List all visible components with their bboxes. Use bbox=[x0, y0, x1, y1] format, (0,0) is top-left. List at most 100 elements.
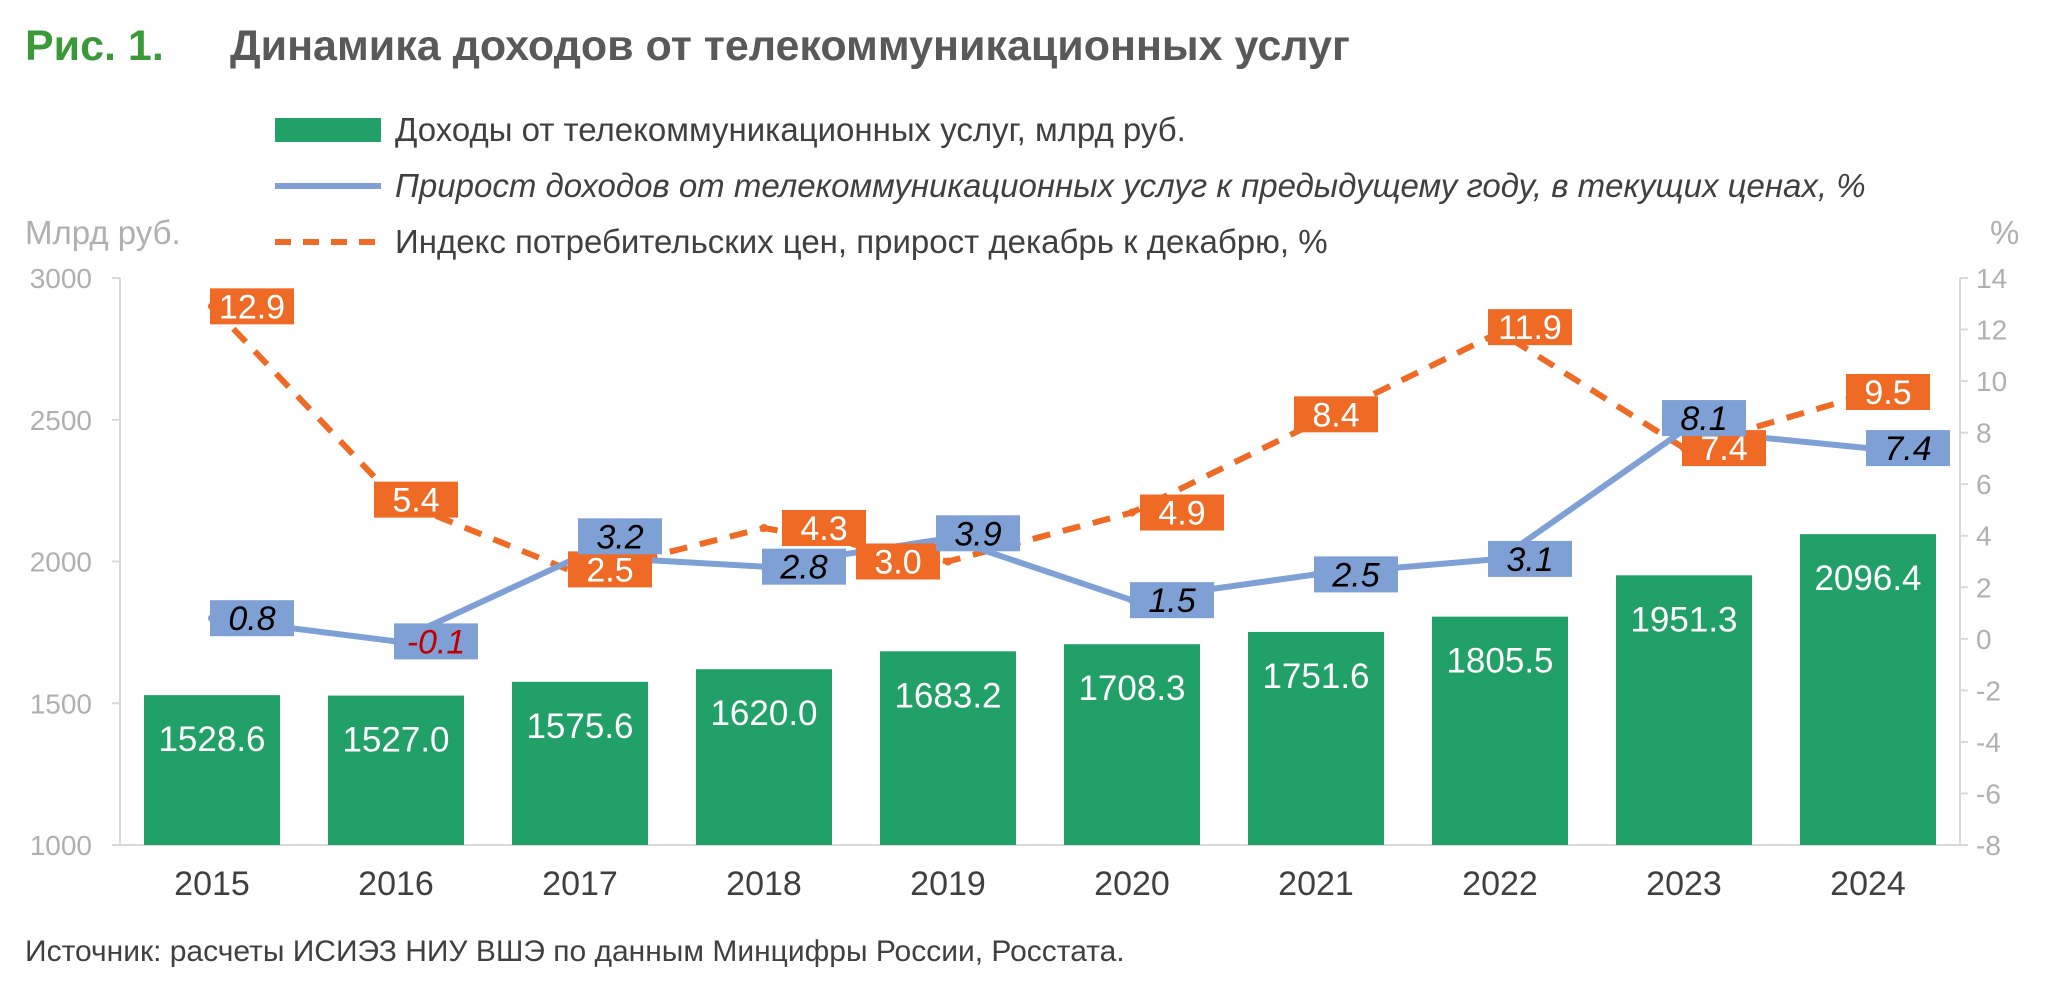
x-tick-label: 2019 bbox=[910, 865, 986, 903]
growth-label-box bbox=[936, 515, 1020, 552]
right-tick-label: -8 bbox=[1976, 830, 2001, 861]
revenue-bar-data-label: 1683.2 bbox=[894, 676, 1001, 715]
growth-data-label: 1.5 bbox=[1148, 582, 1195, 620]
x-tick-label: 2017 bbox=[542, 865, 618, 903]
cpi-point bbox=[1128, 508, 1136, 517]
cpi-line bbox=[209, 304, 1869, 578]
revenue-bar-data-label: 1751.6 bbox=[1262, 657, 1369, 696]
growth-data-label: 2.5 bbox=[1331, 556, 1379, 594]
revenue-bar bbox=[144, 695, 280, 845]
right-tick-label: -6 bbox=[1976, 778, 2001, 809]
right-axis-unit-label: % bbox=[1990, 214, 2020, 251]
cpi-label-box bbox=[782, 509, 866, 546]
legend-item-cpi: Индекс потребительских цен, прирост дека… bbox=[275, 220, 1328, 264]
revenue-bar bbox=[328, 695, 464, 845]
x-tick-label: 2024 bbox=[1830, 865, 1906, 903]
growth-label-box bbox=[1866, 430, 1950, 467]
legend-swatch-solid-line bbox=[275, 181, 381, 191]
x-tick-label: 2022 bbox=[1462, 865, 1538, 903]
right-tick-label: 10 bbox=[1976, 366, 2007, 397]
growth-label-box bbox=[1662, 400, 1746, 437]
right-tick-label: 4 bbox=[1976, 521, 1992, 552]
revenue-bar-data-label: 2096.4 bbox=[1814, 559, 1921, 598]
left-tick-label: 1500 bbox=[30, 688, 92, 719]
growth-label-box bbox=[210, 600, 294, 637]
revenue-bar bbox=[1800, 534, 1936, 845]
revenue-bar-data-label: 1951.3 bbox=[1630, 600, 1737, 639]
cpi-data-label: 12.9 bbox=[219, 288, 285, 326]
revenue-bar bbox=[512, 681, 648, 845]
cpi-label-box bbox=[374, 481, 458, 518]
cpi-data-label: 9.5 bbox=[1864, 374, 1911, 412]
right-tick-label: 8 bbox=[1976, 418, 1992, 449]
growth-label-box bbox=[1314, 556, 1398, 593]
cpi-label-box bbox=[1846, 373, 1930, 410]
x-tick-label: 2016 bbox=[358, 865, 434, 903]
cpi-label-box bbox=[1140, 494, 1224, 531]
growth-label-box bbox=[762, 548, 846, 585]
right-tick-label: -4 bbox=[1976, 727, 2001, 758]
cpi-label-box bbox=[568, 551, 652, 588]
growth-label-box bbox=[1488, 540, 1572, 577]
cpi-point bbox=[760, 523, 768, 532]
figure-number: Рис. 1. bbox=[25, 22, 164, 70]
revenue-bar bbox=[1616, 575, 1752, 845]
revenue-bar bbox=[696, 669, 832, 845]
cpi-data-label: 11.9 bbox=[1498, 309, 1562, 347]
growth-line bbox=[211, 427, 1869, 645]
cpi-label-box bbox=[210, 288, 294, 325]
growth-label-box bbox=[1130, 582, 1214, 619]
x-tick-label: 2015 bbox=[174, 865, 250, 903]
left-tick-label: 2000 bbox=[30, 547, 92, 578]
growth-data-label: 2.8 bbox=[779, 549, 827, 587]
legend-swatch-dashed-line bbox=[275, 237, 381, 247]
growth-label-box bbox=[578, 518, 662, 555]
cpi-label-box bbox=[1682, 430, 1766, 467]
cpi-point bbox=[944, 557, 952, 566]
right-tick-label: 0 bbox=[1976, 624, 1992, 655]
growth-data-label: 3.2 bbox=[596, 518, 643, 556]
revenue-bar bbox=[880, 651, 1016, 845]
revenue-bar-data-label: 1708.3 bbox=[1078, 669, 1185, 708]
left-tick-label: 1000 bbox=[30, 830, 92, 861]
legend-item-revenue: Доходы от телекоммуникационных услуг, мл… bbox=[275, 108, 1186, 152]
cpi-label-box bbox=[856, 543, 940, 580]
left-axis-unit-label: Млрд руб. bbox=[25, 214, 181, 251]
cpi-label-box bbox=[1488, 309, 1572, 346]
revenue-bar bbox=[1248, 631, 1384, 845]
x-tick-label: 2020 bbox=[1094, 865, 1170, 903]
growth-label-box bbox=[394, 623, 478, 660]
right-tick-label: 2 bbox=[1976, 572, 1992, 603]
right-tick-label: -2 bbox=[1976, 675, 2001, 706]
growth-data-label: 7.4 bbox=[1884, 430, 1931, 468]
growth-data-label: 3.9 bbox=[954, 515, 1001, 553]
cpi-data-label: 2.5 bbox=[586, 551, 633, 589]
right-tick-label: 14 bbox=[1976, 263, 2007, 294]
revenue-bar-data-label: 1575.6 bbox=[526, 707, 633, 746]
cpi-data-label: 4.9 bbox=[1158, 495, 1205, 533]
cpi-data-label: 3.0 bbox=[874, 544, 921, 582]
legend-label-growth: Прирост доходов от телекоммуникационных … bbox=[395, 167, 1866, 204]
x-tick-label: 2023 bbox=[1646, 865, 1722, 903]
legend-label-cpi: Индекс потребительских цен, прирост дека… bbox=[395, 223, 1328, 260]
legend-item-growth: Прирост доходов от телекоммуникационных … bbox=[275, 164, 1866, 208]
cpi-data-label: 5.4 bbox=[392, 482, 439, 520]
source-note: Источник: расчеты ИСИЭЗ НИУ ВШЭ по данны… bbox=[25, 935, 1125, 968]
legend-swatch-bar bbox=[275, 118, 381, 142]
x-tick-label: 2018 bbox=[726, 865, 802, 903]
growth-data-label: -0.1 bbox=[407, 623, 466, 661]
revenue-bar-data-label: 1620.0 bbox=[710, 694, 817, 733]
revenue-bar bbox=[1432, 616, 1568, 845]
cpi-data-label: 7.4 bbox=[1700, 430, 1747, 468]
cpi-label-box bbox=[1294, 396, 1378, 433]
cpi-data-label: 4.3 bbox=[800, 510, 847, 548]
right-tick-label: 6 bbox=[1976, 469, 1992, 500]
right-tick-label: 12 bbox=[1976, 315, 2007, 346]
legend-label-revenue: Доходы от телекоммуникационных услуг, мл… bbox=[395, 111, 1186, 148]
revenue-bar-data-label: 1805.5 bbox=[1446, 642, 1553, 681]
left-tick-label: 3000 bbox=[30, 263, 92, 294]
chart-title: Динамика доходов от телекоммуникационных… bbox=[230, 22, 1350, 70]
growth-data-label: 0.8 bbox=[228, 600, 275, 638]
left-tick-label: 2500 bbox=[30, 405, 92, 436]
